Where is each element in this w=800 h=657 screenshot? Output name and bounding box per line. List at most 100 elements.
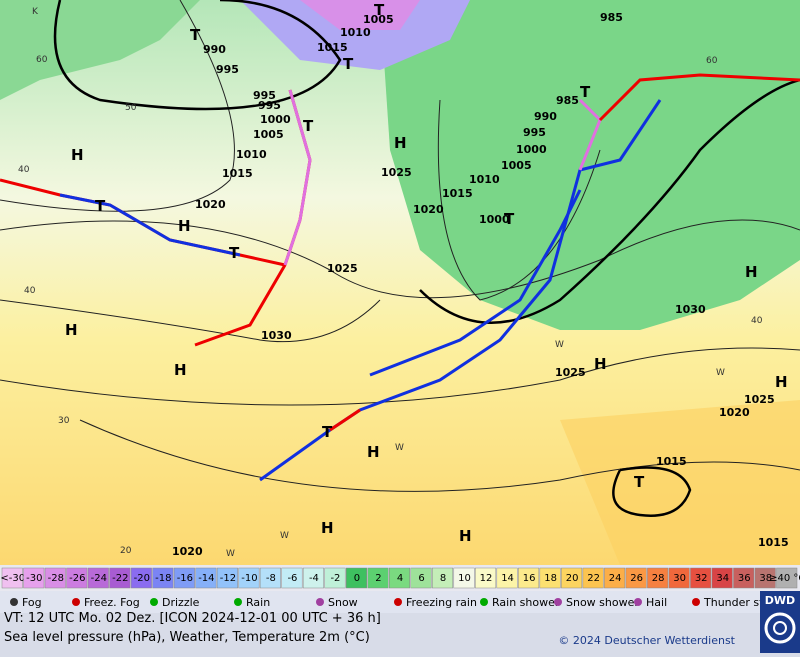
weather-legend-label: Freezing rain (406, 596, 477, 609)
pressure-label: 1005 (253, 128, 284, 141)
colorbar-label: -16 (177, 573, 193, 584)
pressure-label: 1025 (555, 366, 586, 379)
colorbar-label: 38 (759, 573, 772, 584)
colorbar-swatch (754, 567, 776, 589)
colorbar-swatch (475, 567, 497, 589)
pressure-label: 1000 (516, 143, 547, 156)
colorbar-label: 24 (609, 573, 622, 584)
colorbar-label: 2 (375, 573, 381, 584)
colorbar-swatch (604, 567, 626, 589)
colorbar-swatch (302, 567, 324, 589)
weather-symbol (480, 598, 488, 606)
high-pressure-label: H (367, 443, 380, 461)
colorbar-swatch (432, 567, 454, 589)
occluded-front (283, 89, 312, 266)
colorbar-swatch (66, 567, 88, 589)
colorbar-swatch (410, 567, 432, 589)
latitude-label: 50 (125, 103, 137, 113)
colorbar-swatch (23, 567, 45, 589)
low-pressure-label: T (504, 210, 515, 228)
weather-legend-panel (0, 591, 760, 613)
colorbar-swatch (259, 567, 281, 589)
colorbar-swatch (1, 567, 23, 589)
map-mark-label: W (716, 368, 725, 378)
weather-symbol (554, 598, 562, 606)
colorbar-label: -20 (134, 573, 150, 584)
pressure-label: 1030 (675, 303, 706, 316)
map-mark-label: W (395, 443, 404, 453)
colorbar-label: -10 (241, 573, 257, 584)
colorbar-label: -24 (91, 573, 107, 584)
pressure-label: 990 (203, 43, 226, 56)
high-pressure-label: H (745, 263, 758, 281)
latitude-label: 20 (120, 546, 132, 556)
pressure-label: 1010 (236, 148, 267, 161)
colorbar-swatch (238, 567, 260, 589)
colorbar-label: -26 (69, 573, 85, 584)
low-contour (612, 466, 692, 517)
high-pressure-label: H (65, 321, 78, 339)
colorbar-swatch (173, 567, 195, 589)
colorbar-swatch (733, 567, 755, 589)
colorbar-swatch (281, 567, 303, 589)
colorbar-swatch (324, 567, 346, 589)
colorbar-swatch (388, 567, 411, 589)
pressure-label: 1015 (758, 536, 789, 549)
colorbar-label: 8 (440, 573, 446, 584)
weather-legend-label: Snow shower (566, 596, 639, 609)
colorbar-swatch (195, 567, 217, 589)
colorbar-swatch (518, 567, 540, 589)
weather-symbol (394, 598, 402, 606)
colorbar-label: 28 (652, 573, 665, 584)
pressure-label: 985 (600, 11, 623, 24)
weather-symbol (234, 598, 242, 606)
low-pressure-label: T (634, 473, 645, 491)
colorbar-label: 20 (566, 573, 579, 584)
warm-front (329, 408, 361, 432)
pressure-label: 1015 (656, 455, 687, 468)
colorbar-swatch (453, 567, 475, 589)
pressure-label: 1015 (222, 167, 253, 180)
pressure-label: 1025 (381, 166, 412, 179)
colorbar-label: <-30 (0, 573, 25, 584)
logo-icon (773, 621, 787, 635)
map-mark-label: K (32, 7, 39, 17)
colorbar-label: 4 (397, 573, 403, 584)
colorbar-swatch (216, 567, 238, 589)
colorbar-label: -6 (287, 573, 297, 584)
colorbar-label: -28 (48, 573, 64, 584)
weather-legend-label: Rain (246, 596, 270, 609)
low-pressure-label: T (374, 1, 385, 19)
pressure-label: 995 (253, 89, 276, 102)
weather-symbol (150, 598, 158, 606)
colorbar-swatch (345, 567, 367, 589)
colorbar-swatch (130, 567, 152, 589)
cold-area (380, 0, 800, 330)
colorbar-label: 6 (418, 573, 424, 584)
weather-symbol (634, 598, 642, 606)
colorbar-label: -8 (266, 573, 276, 584)
low-pressure-label: T (580, 83, 591, 101)
logo-icon (764, 612, 796, 644)
colorbar-swatch (668, 567, 690, 589)
high-pressure-label: H (775, 373, 788, 391)
pressure-label: 1020 (719, 406, 750, 419)
pressure-label: 1020 (172, 545, 203, 558)
colorbar-label: 36 (738, 573, 751, 584)
colorbar-label: 30 (673, 573, 686, 584)
colorbar-label: -22 (112, 573, 128, 584)
colorbar-swatch (539, 567, 561, 589)
colorbar-label: 10 (458, 573, 471, 584)
cold-area (0, 0, 200, 100)
colorbar-label: 0 (354, 573, 360, 584)
pressure-label: 1025 (744, 393, 775, 406)
pressure-label: 1000 (479, 213, 510, 226)
colorbar-swatch (87, 567, 109, 589)
very-cold-area (300, 0, 420, 30)
map-mark-label: W (555, 340, 564, 350)
pressure-label: 1030 (261, 329, 292, 342)
latitude-label: 30 (58, 416, 70, 426)
colorbar-label: ≥40 °C (769, 573, 800, 584)
